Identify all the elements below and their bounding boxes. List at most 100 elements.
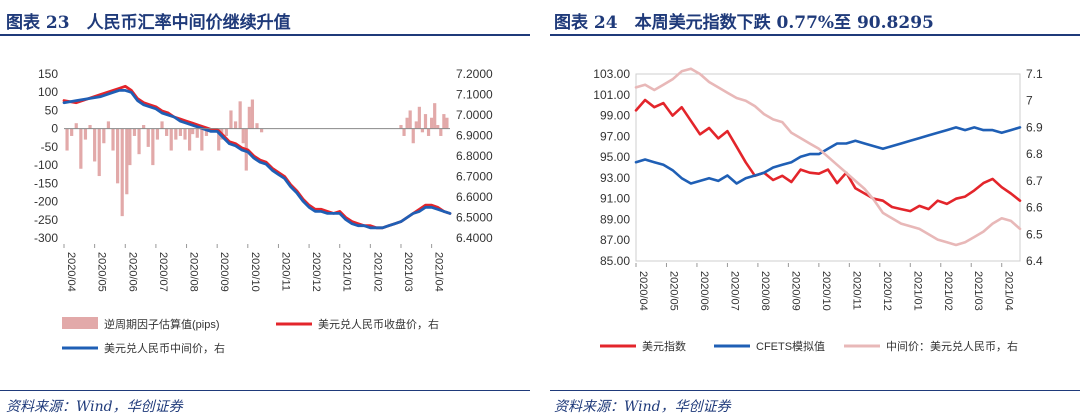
right-y-right-tick: 6.7 <box>1026 174 1043 188</box>
right-plot-frame <box>635 73 1021 262</box>
left-series0-bar <box>155 128 160 140</box>
left-y-right-tick: 6.4000 <box>456 231 493 245</box>
left-series0-bar <box>97 128 101 177</box>
left-y-right-tick: 7.0000 <box>456 108 493 122</box>
right-x-tick-label: 2020/05 <box>667 271 679 311</box>
left-y-left-tick: -250 <box>34 213 58 227</box>
left-series0-bar <box>417 106 421 129</box>
left-series0-bar <box>408 110 412 129</box>
right-series0-line <box>634 98 1022 213</box>
left-series0-bar <box>132 128 137 136</box>
left-series0-bar <box>102 128 106 144</box>
right-title-rule <box>550 34 1080 36</box>
left-series0-bar <box>74 123 78 129</box>
left-series0-bar <box>423 114 428 129</box>
right-y-left-tick: 93.00 <box>600 171 630 185</box>
left-chart: 150 100 50 0 -50 -100 -150 -200 -250 -300 7.2000 7.… <box>34 67 493 355</box>
left-series0-bar <box>128 128 132 166</box>
right-y-right-tick: 7.1 <box>1026 67 1043 81</box>
left-series0-bar <box>178 128 183 136</box>
right-y-right-tick: 6.8 <box>1026 147 1043 161</box>
left-series0-bar <box>399 125 403 129</box>
left-series0-bar <box>259 128 264 133</box>
left-x-tick-label: 2020/06 <box>126 252 138 292</box>
left-series0-bar <box>436 125 440 129</box>
left-series0-bar <box>106 121 111 129</box>
left-series0-bar <box>224 128 228 136</box>
right-y-left-tick: 89.00 <box>600 212 630 226</box>
left-y-right-tick: 6.5000 <box>456 211 493 225</box>
left-y-left-tick: 150 <box>38 67 58 81</box>
left-series0-bar <box>79 128 83 169</box>
left-y-left-tick: 0 <box>51 122 58 136</box>
left-series0-bar <box>142 125 146 129</box>
right-y-left-tick: 95.00 <box>600 150 630 164</box>
right-y-left-tick: 97.00 <box>600 129 630 143</box>
left-series0-bar <box>174 128 178 140</box>
right-legend-label-1: CFETS模拟值 <box>756 339 825 353</box>
right-x-tick-label: 2021/02 <box>942 271 954 311</box>
left-series0-bar <box>229 110 233 129</box>
left-series0-bar <box>183 128 187 140</box>
left-x-tick-label: 2021/02 <box>371 252 383 292</box>
right-y-left-tick: 91.00 <box>600 192 630 206</box>
right-y-right-tick: 6.5 <box>1026 227 1043 241</box>
left-series0-bar <box>433 103 437 129</box>
right-x-tick-label: 2021/01 <box>911 271 923 311</box>
left-title-rule <box>0 34 530 36</box>
right-legend-label-2: 中间价：美元兑人民币，右 <box>886 339 1018 353</box>
left-x-tick-label: 2020/05 <box>96 252 108 292</box>
left-series0-bar <box>120 128 124 217</box>
left-y-right-tick: 6.9000 <box>456 129 493 143</box>
right-legend-label-0: 美元指数 <box>642 339 686 353</box>
left-y-right-tick: 6.6000 <box>456 190 493 204</box>
left-series0-bar <box>191 128 195 135</box>
left-x-tick-label: 2020/10 <box>249 252 261 292</box>
left-series0-bar <box>439 128 443 136</box>
left-series0-bar <box>169 128 173 151</box>
left-series0-bar <box>146 128 150 147</box>
left-series0-bar <box>250 99 255 129</box>
right-source-rule <box>550 390 1080 391</box>
right-series2-line <box>634 67 1022 247</box>
left-series0-bar <box>116 128 120 184</box>
left-series0-bar <box>111 128 115 151</box>
right-chart: 103.00 101.00 99.00 97.00 95.00 93.00 91.00 89.… <box>593 67 1043 353</box>
right-y-right-tick: 7 <box>1026 94 1033 108</box>
left-source: 资料来源：Wind，华创证券 <box>6 399 183 415</box>
left-series0-bar <box>430 117 434 129</box>
left-y-left-tick: -150 <box>34 176 58 190</box>
left-y-left-tick: -50 <box>41 140 59 154</box>
left-series0-bar <box>65 128 69 151</box>
left-x-tick-label: 2020/12 <box>310 252 322 292</box>
left-y-left-tick: -300 <box>34 231 58 245</box>
left-series0-bar <box>411 128 415 144</box>
left-series0-bar <box>160 121 164 129</box>
left-x-tick-label: 2020/07 <box>157 252 169 292</box>
left-series0-bar <box>217 128 221 151</box>
left-chart-title: 图表 23 人民币汇率中间价继续升值 <box>6 13 291 33</box>
left-series0-bar <box>445 117 449 129</box>
left-x-tick-label: 2020/09 <box>218 252 230 292</box>
left-source-rule <box>0 390 530 391</box>
left-series0-bar <box>70 128 74 136</box>
left-series0-bar <box>233 121 238 129</box>
right-y-left-tick: 99.00 <box>600 109 630 123</box>
right-y-right-tick: 6.4 <box>1026 254 1043 268</box>
left-series0-bar <box>442 114 446 129</box>
right-x-tick-label: 2020/12 <box>881 271 893 311</box>
left-series0-bar <box>238 101 242 129</box>
left-panel: 图表 23 人民币汇率中间价继续升值 150 100 50 0 -50 -100 -150 -… <box>0 0 530 420</box>
left-series0-bar <box>83 128 88 140</box>
left-series0-bar <box>195 128 199 138</box>
right-y-left-tick: 85.00 <box>600 254 630 268</box>
right-x-tick-label: 2020/11 <box>850 271 862 310</box>
left-legend-label-1: 美元兑人民币收盘价，右 <box>318 317 439 331</box>
right-x-tick-label: 2020/04 <box>637 271 649 311</box>
left-series0-bar <box>151 128 155 166</box>
right-x-tick-label: 2021/04 <box>1003 271 1015 311</box>
left-y-left-tick: -100 <box>34 158 58 172</box>
left-series0-bar <box>88 125 92 129</box>
left-series0-bar <box>165 128 169 136</box>
left-series0-bar <box>402 128 406 136</box>
